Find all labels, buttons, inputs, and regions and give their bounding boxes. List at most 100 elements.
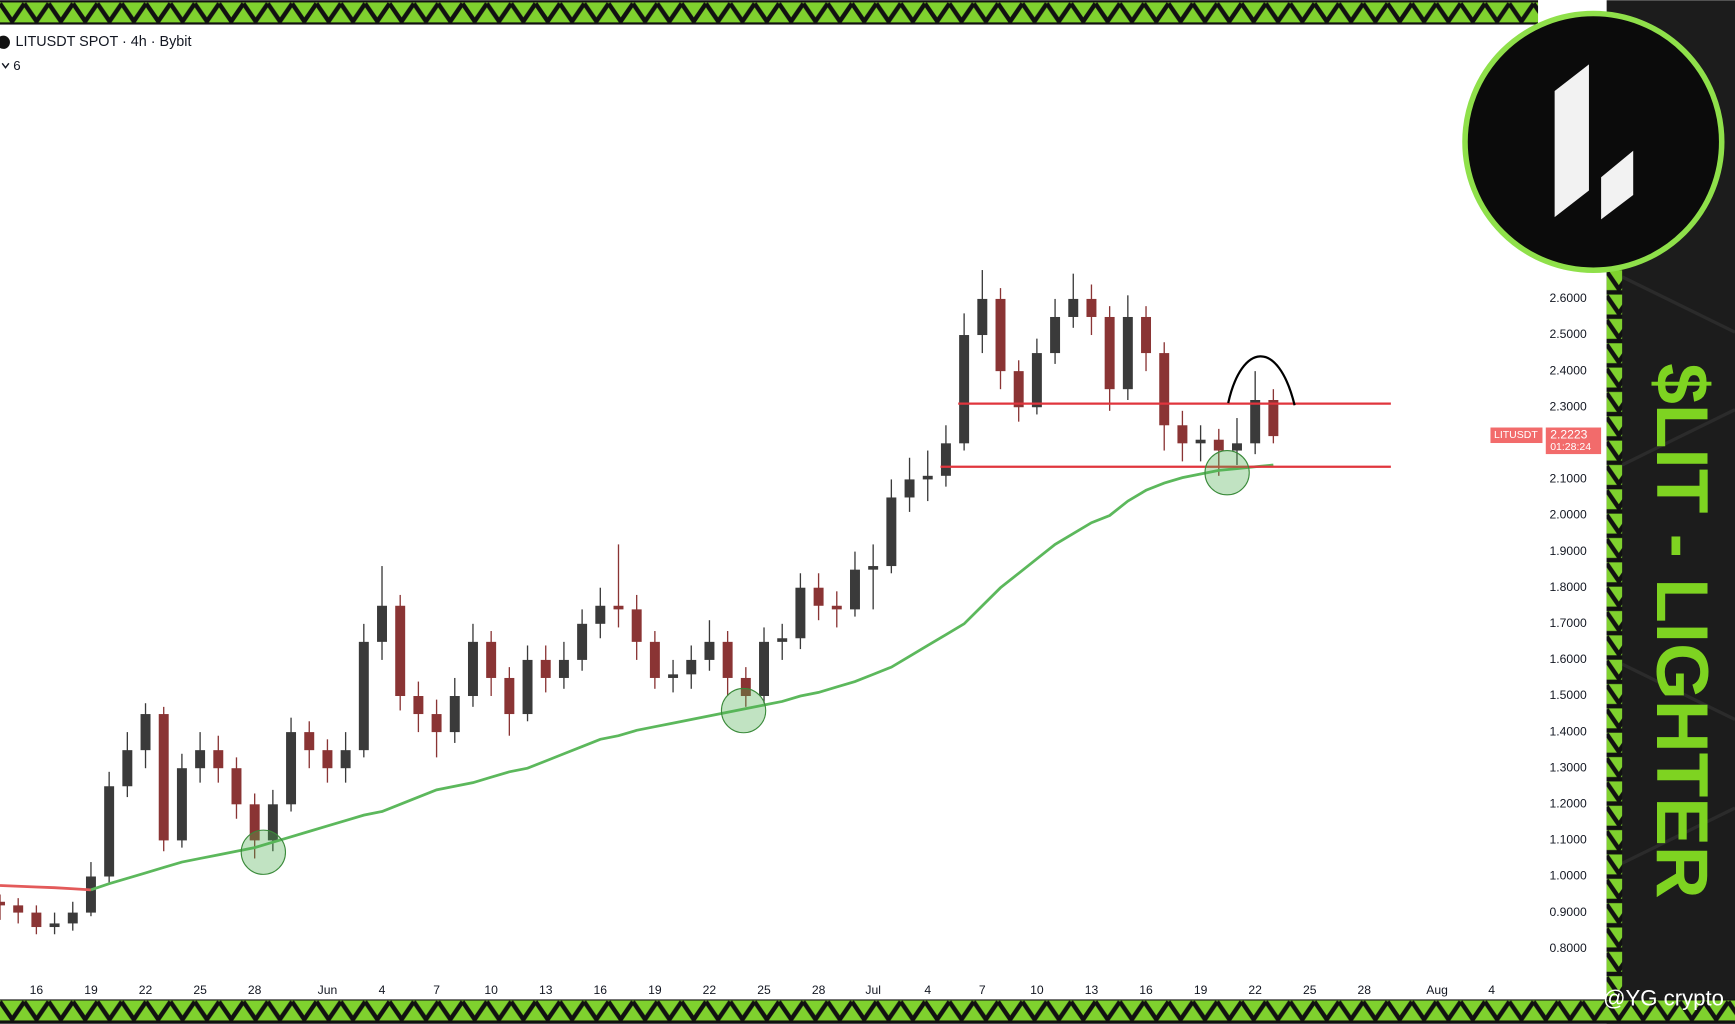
- candle-body: [1122, 316, 1133, 390]
- touch-circle: [240, 829, 287, 875]
- candle-body: [340, 750, 351, 769]
- x-tick-label: 7: [433, 983, 440, 997]
- candle-body: [231, 768, 242, 805]
- x-tick-label: 16: [30, 983, 44, 997]
- banner: $LIT - LIGHTER: [1641, 363, 1722, 898]
- candle-body: [449, 696, 460, 733]
- candle-body: [813, 587, 824, 606]
- x-tick-label: 19: [648, 983, 662, 997]
- x-tick-label: 13: [1085, 983, 1099, 997]
- candle-body: [959, 335, 970, 444]
- top-stripe: [0, 0, 1539, 25]
- x-tick-label: 28: [248, 983, 262, 997]
- candle-body: [104, 786, 115, 877]
- candle-body: [176, 768, 187, 841]
- y-tick-label: 1.6000: [1550, 652, 1587, 666]
- x-tick-label: 16: [1139, 983, 1153, 997]
- y-tick-label: 1.3000: [1550, 760, 1587, 774]
- x-tick-label: 22: [703, 983, 717, 997]
- candle-body: [267, 804, 278, 841]
- x-tick-label: 10: [1030, 983, 1044, 997]
- x-tick-label: 25: [757, 983, 771, 997]
- touch-circle: [720, 687, 767, 734]
- candle-body: [1250, 400, 1261, 444]
- candle-body: [358, 641, 369, 751]
- price-tag-value: 2.2223: [1550, 427, 1587, 441]
- price-tag-symbol-bg: [1490, 427, 1543, 444]
- candle-body: [31, 912, 42, 928]
- chart-title: LITUSDT SPOT · 4h · Bybit: [15, 34, 191, 50]
- y-tick-label: 1.0000: [1550, 869, 1587, 883]
- x-tick-label: 4: [1488, 983, 1495, 997]
- candle-body: [0, 901, 5, 906]
- candle-body: [759, 641, 769, 697]
- candle-body: [1013, 371, 1024, 408]
- x-tick-label: 10: [484, 983, 498, 997]
- x-tick-label: Jun: [318, 983, 338, 997]
- y-tick-label: 2.1000: [1550, 472, 1587, 486]
- candle-body: [831, 605, 842, 610]
- candle-body: [649, 641, 660, 678]
- x-tick-label: 25: [193, 983, 207, 997]
- x-tick-label: 19: [1194, 983, 1208, 997]
- candle-body: [1031, 353, 1042, 408]
- candle-body: [322, 750, 333, 769]
- x-tick-label: 4: [924, 983, 931, 997]
- panel-texture: [1621, 275, 1735, 865]
- candle-body: [122, 750, 133, 787]
- y-tick-label: 2.6000: [1550, 291, 1587, 305]
- price-tag-bg: [1545, 427, 1602, 455]
- candle-body: [158, 714, 169, 841]
- candle-body: [631, 609, 642, 642]
- moving-average: [90, 463, 1274, 892]
- price-tag-countdown: 01:28:24: [1550, 441, 1591, 453]
- logo: [1462, 10, 1725, 273]
- candle-body: [577, 623, 588, 660]
- candle-body: [977, 298, 988, 336]
- candle-body: [67, 912, 78, 924]
- moving-average: [0, 884, 92, 892]
- candle-body: [1177, 425, 1188, 444]
- candle-body: [13, 905, 24, 913]
- bottom-stripe: [0, 999, 1735, 1024]
- candle-body: [613, 605, 624, 610]
- y-tick-label: 1.2000: [1550, 797, 1587, 811]
- candle-body: [904, 479, 915, 498]
- candle-body: [595, 605, 606, 624]
- candle-body: [413, 696, 424, 715]
- y-tick-label: 1.4000: [1550, 724, 1587, 738]
- x-tick-label: Jul: [865, 983, 881, 997]
- candle-body: [668, 674, 679, 678]
- y-tick-label: 2.3000: [1550, 399, 1587, 413]
- y-tick-label: 0.9000: [1550, 905, 1587, 919]
- candle-body: [213, 750, 224, 769]
- candle-body: [304, 732, 315, 751]
- candle-body: [504, 677, 515, 715]
- candle-body: [431, 714, 442, 733]
- candle-body: [286, 732, 297, 805]
- candle-body: [395, 605, 406, 697]
- price-tag-symbol: LITUSDT: [1494, 429, 1538, 441]
- candle-body: [940, 443, 951, 476]
- x-tick-label: 13: [539, 983, 553, 997]
- y-tick-label: 1.7000: [1550, 616, 1587, 630]
- y-tick-label: 2.0000: [1550, 508, 1587, 522]
- plot-area: 0.8000 0.9000 1.0000 1.1000 1.2000 1.3000 1.40…: [0, 270, 1602, 997]
- x-tick-label: 22: [139, 983, 153, 997]
- candle-body: [849, 569, 860, 610]
- x-tick-label: 25: [1303, 983, 1317, 997]
- y-tick-label: 2.4000: [1550, 363, 1587, 377]
- y-tick-label: 1.5000: [1550, 688, 1587, 702]
- y-tick-label: 1.8000: [1550, 580, 1587, 594]
- candle-body: [195, 750, 206, 769]
- candle-body: [886, 497, 897, 567]
- candle-body: [686, 659, 697, 675]
- logo-mark: [1554, 64, 1634, 220]
- candle-body: [1104, 316, 1115, 390]
- candle-body: [795, 587, 806, 639]
- arc-annotation: [1227, 355, 1296, 406]
- x-tick-label: Aug: [1426, 983, 1448, 997]
- candle-body: [558, 659, 569, 678]
